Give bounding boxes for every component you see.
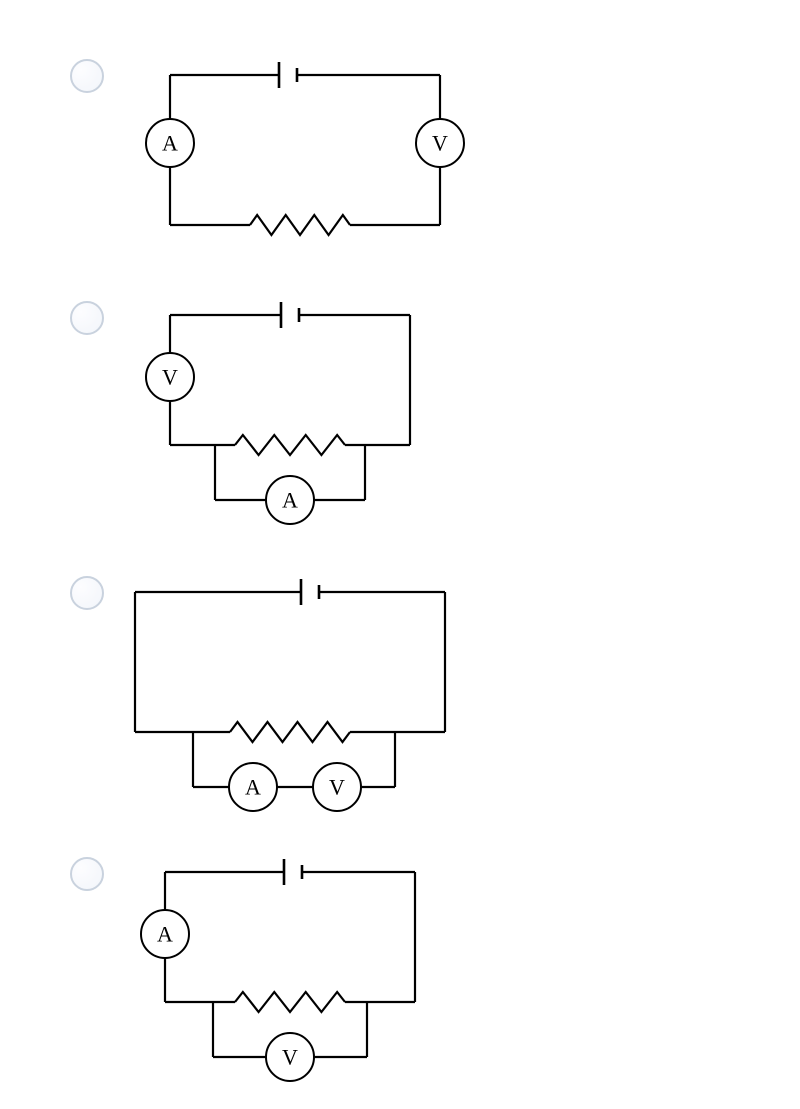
voltmeter: V xyxy=(146,353,194,401)
ammeter: A xyxy=(141,910,189,958)
voltmeter: V xyxy=(416,119,464,167)
radio-option[interactable] xyxy=(70,301,104,335)
svg-text:V: V xyxy=(432,131,448,156)
radio-option[interactable] xyxy=(70,576,104,610)
svg-text:V: V xyxy=(329,775,345,800)
svg-text:A: A xyxy=(245,775,261,800)
circuit-diagram: AV xyxy=(115,562,485,822)
svg-text:V: V xyxy=(282,1045,298,1070)
voltmeter: V xyxy=(313,763,361,811)
svg-text:V: V xyxy=(162,365,178,390)
ammeter: A xyxy=(146,119,194,167)
radio-option[interactable] xyxy=(70,857,104,891)
circuit-diagram: VA xyxy=(140,285,450,530)
circuit-diagram: AV xyxy=(135,842,455,1092)
ammeter: A xyxy=(229,763,277,811)
voltmeter: V xyxy=(266,1033,314,1081)
page: AVVAAVAV xyxy=(0,0,800,1109)
svg-text:A: A xyxy=(162,131,178,156)
circuit-diagram: AV xyxy=(140,45,480,240)
radio-option[interactable] xyxy=(70,59,104,93)
ammeter: A xyxy=(266,476,314,524)
svg-text:A: A xyxy=(282,488,298,513)
svg-text:A: A xyxy=(157,922,173,947)
